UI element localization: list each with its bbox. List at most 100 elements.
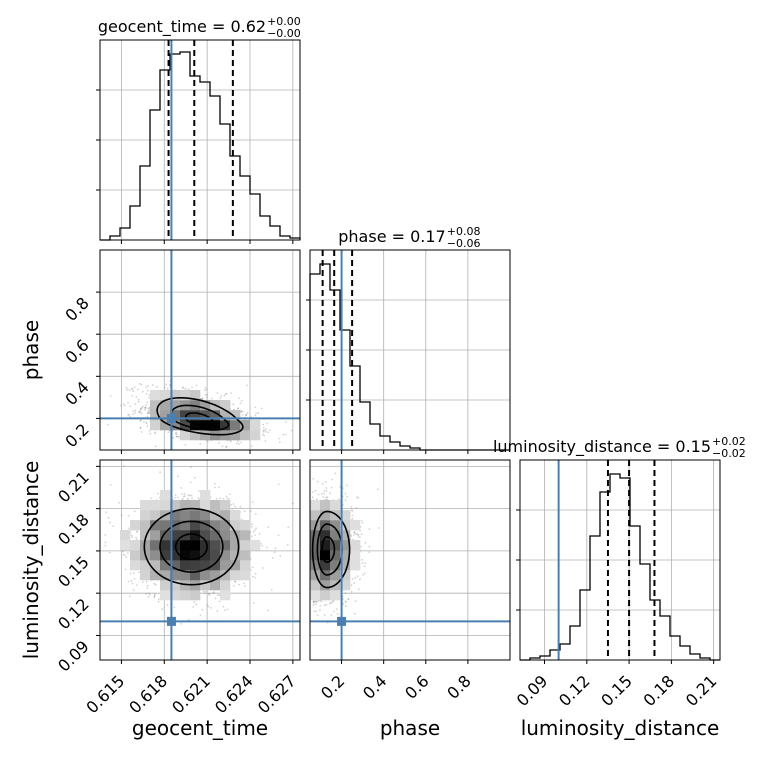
sample-point	[94, 587, 96, 589]
sample-point	[332, 599, 335, 602]
sample-point	[147, 592, 150, 594]
sample-point	[165, 383, 168, 386]
sample-point	[267, 526, 270, 528]
density-cell	[230, 560, 241, 571]
sample-point	[312, 604, 315, 607]
sample-point	[140, 383, 143, 386]
sample-point	[144, 407, 147, 409]
sample-point	[240, 411, 243, 413]
density-cell	[170, 580, 181, 591]
sample-point	[255, 513, 257, 515]
sample-point	[358, 536, 361, 539]
sample-point	[368, 551, 371, 554]
x-tick-label-geocent_time: 0.624	[211, 671, 257, 717]
density-cell	[330, 560, 341, 571]
density-cell	[220, 510, 231, 521]
density-cell	[340, 510, 351, 521]
sample-point	[230, 503, 232, 506]
sample-point	[147, 385, 149, 387]
sample-point	[140, 412, 143, 415]
sample-point	[323, 489, 326, 492]
density-cell	[190, 590, 201, 601]
sample-point	[251, 501, 254, 503]
sample-point	[133, 572, 135, 575]
density-cell	[330, 510, 341, 521]
sample-point	[148, 430, 151, 432]
density-cell	[140, 520, 151, 531]
density-cell	[250, 420, 261, 431]
sample-point	[192, 606, 195, 608]
sample-point	[357, 533, 360, 536]
sample-point	[198, 490, 200, 492]
sample-point	[218, 594, 221, 597]
sample-point	[208, 594, 211, 596]
density-cell	[170, 550, 181, 561]
sample-point	[204, 590, 207, 593]
sample-point	[122, 550, 124, 553]
density-cell	[160, 410, 171, 421]
panel-frame-phase-luminosity_distance	[309, 459, 511, 661]
sample-point	[315, 610, 317, 613]
contour-level-1	[316, 523, 343, 576]
sample-point	[273, 551, 276, 554]
sample-point	[312, 600, 315, 603]
sample-point	[338, 498, 340, 500]
sample-point	[335, 608, 338, 610]
density-cell	[150, 500, 161, 511]
sample-point	[174, 497, 177, 499]
density-cell	[230, 510, 241, 521]
sample-point	[325, 603, 328, 606]
density-cell	[210, 500, 221, 511]
sample-point	[233, 585, 235, 587]
sample-point	[182, 386, 185, 389]
sample-point	[218, 600, 221, 603]
density-cell	[180, 500, 191, 511]
sample-point	[321, 492, 323, 495]
sample-point	[214, 486, 216, 489]
sample-point	[378, 527, 380, 529]
sample-point	[332, 610, 335, 613]
density-cell	[150, 420, 161, 431]
density-cell	[310, 530, 321, 541]
sample-point	[201, 608, 204, 611]
contour-level-0	[184, 412, 216, 427]
sample-point	[284, 433, 287, 436]
sample-point	[147, 410, 150, 413]
sample-point	[360, 519, 363, 522]
sample-point	[324, 481, 327, 483]
sample-point	[351, 510, 354, 512]
sample-point	[240, 400, 243, 402]
sample-point	[353, 533, 355, 536]
sample-point	[104, 534, 107, 536]
density-cell	[160, 420, 171, 431]
density-cell	[190, 420, 201, 431]
density-cell	[190, 560, 201, 571]
sample-point	[312, 600, 315, 603]
sample-point	[176, 475, 179, 478]
density-cell	[190, 550, 201, 561]
sample-point	[135, 396, 138, 398]
x-tick-label-luminosity_distance: 0.09	[513, 671, 552, 710]
sample-point	[350, 509, 353, 511]
density-cell	[130, 540, 141, 551]
sample-point	[361, 558, 363, 561]
sample-point	[139, 419, 142, 422]
sample-point	[330, 486, 333, 489]
sample-point	[350, 506, 353, 508]
sample-point	[108, 551, 111, 554]
truth-marker	[166, 413, 176, 423]
sample-point	[201, 398, 204, 401]
density-cell	[310, 580, 321, 591]
sample-point	[122, 403, 125, 405]
sample-point	[223, 394, 226, 397]
truth-marker	[166, 616, 176, 626]
density-cell	[190, 520, 201, 531]
sample-point	[353, 531, 356, 533]
sample-point	[243, 510, 246, 513]
panel-title-phase: phase = 0.17 +0.08−0.06	[338, 225, 480, 250]
sample-point	[237, 440, 239, 442]
sample-point	[323, 614, 326, 616]
y-tick-label-phase: 0.6	[61, 336, 92, 367]
sample-point	[344, 499, 347, 501]
sample-point	[214, 482, 216, 485]
